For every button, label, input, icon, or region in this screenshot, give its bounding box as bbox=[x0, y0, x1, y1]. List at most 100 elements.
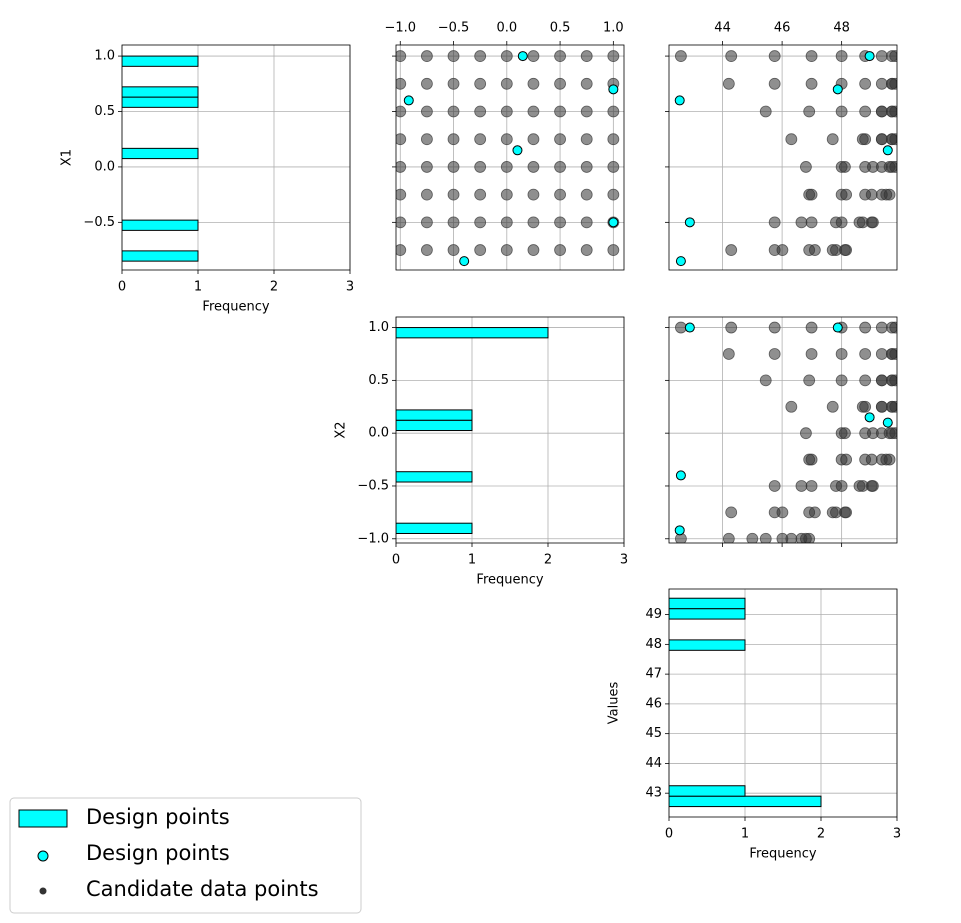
x-tick-label: 2 bbox=[817, 827, 825, 842]
candidate-point bbox=[835, 427, 848, 440]
candidate-point bbox=[859, 321, 872, 334]
x-tick-label: 1 bbox=[194, 280, 202, 295]
candidate-point bbox=[396, 77, 407, 90]
y-axis-label: Values bbox=[607, 682, 622, 725]
candidate-point bbox=[395, 272, 406, 283]
candidate-point bbox=[875, 188, 888, 201]
histogram-bar bbox=[122, 250, 199, 262]
candidate-point bbox=[580, 244, 593, 256]
candidate-point bbox=[581, 272, 592, 283]
candidate-point bbox=[474, 50, 487, 62]
candidate-point bbox=[420, 77, 433, 90]
candidate-point bbox=[420, 133, 433, 146]
x-axis-label: Frequency bbox=[202, 300, 269, 315]
candidate-point bbox=[554, 77, 566, 90]
design-point bbox=[512, 145, 523, 156]
candidate-point bbox=[500, 161, 513, 173]
design-point bbox=[864, 51, 875, 62]
x-tick-label: 0.0 bbox=[496, 21, 517, 36]
candidate-point bbox=[768, 50, 781, 62]
candidate-point bbox=[554, 216, 566, 229]
candidate-point bbox=[826, 506, 839, 519]
candidate-point bbox=[554, 244, 566, 256]
candidate-point bbox=[875, 77, 888, 90]
candidate-point bbox=[420, 188, 433, 201]
candidate-point bbox=[500, 216, 513, 229]
candidate-point bbox=[474, 188, 487, 201]
x-tick-label: 0 bbox=[392, 553, 400, 568]
x-tick-label: 1 bbox=[468, 553, 476, 568]
candidate-point bbox=[839, 506, 851, 519]
axes-frame bbox=[395, 44, 625, 271]
candidate-point bbox=[527, 50, 540, 62]
design-point bbox=[675, 470, 686, 481]
candidate-point bbox=[803, 105, 816, 118]
axes-frame bbox=[668, 316, 898, 544]
candidate-point bbox=[500, 105, 513, 118]
candidate-point bbox=[859, 374, 872, 387]
candidate-point bbox=[859, 453, 872, 466]
candidate-point bbox=[500, 133, 513, 146]
candidate-point bbox=[785, 133, 798, 146]
design-point bbox=[517, 51, 528, 62]
candidate-point bbox=[805, 321, 818, 334]
y-tick-label: −1.0 bbox=[357, 531, 389, 546]
x-tick-label: −0.5 bbox=[438, 21, 470, 36]
candidate-point bbox=[803, 374, 816, 387]
x-axis-label: Frequency bbox=[476, 573, 543, 588]
candidate-point bbox=[800, 272, 811, 283]
panel: −1.0 −0.5 0.0 0.5 1.0 0 1 2 3 Frequency X2 bbox=[334, 316, 628, 588]
candidate-point bbox=[527, 77, 540, 90]
candidate-point bbox=[835, 480, 848, 492]
candidate-point bbox=[803, 506, 816, 519]
plot-area bbox=[395, 50, 620, 283]
candidate-point bbox=[875, 133, 888, 146]
x-tick-label: 3 bbox=[893, 827, 901, 842]
y-tick-label: −0.5 bbox=[83, 215, 115, 230]
candidate-point bbox=[835, 216, 848, 229]
y-tick-label: 0.5 bbox=[94, 104, 115, 119]
candidate-point bbox=[886, 161, 897, 173]
histogram-bar bbox=[396, 409, 473, 421]
candidate-point bbox=[474, 161, 487, 173]
candidate-point bbox=[866, 216, 879, 229]
design-point bbox=[459, 256, 470, 267]
grid bbox=[668, 589, 898, 817]
candidate-point bbox=[886, 427, 897, 440]
plot-area bbox=[396, 327, 549, 534]
y-tick-label: 45 bbox=[645, 726, 662, 741]
axes-frame bbox=[121, 44, 351, 271]
candidate-point bbox=[768, 216, 781, 229]
candidate-point bbox=[768, 348, 781, 360]
candidate-point bbox=[447, 77, 460, 90]
y-tick-label: 0.0 bbox=[368, 426, 389, 441]
legend-label: Design points bbox=[86, 841, 230, 865]
candidate-point bbox=[859, 161, 872, 173]
design-point bbox=[608, 84, 619, 95]
candidate-point bbox=[768, 321, 781, 334]
candidate-point bbox=[746, 532, 759, 543]
candidate-point bbox=[795, 216, 808, 229]
candidate-point bbox=[759, 105, 772, 118]
design-point bbox=[684, 322, 695, 333]
candidate-point bbox=[875, 50, 888, 62]
histogram-bar bbox=[396, 471, 473, 483]
candidate-point bbox=[835, 374, 848, 387]
candidate-point bbox=[675, 50, 687, 62]
candidate-point bbox=[396, 105, 407, 118]
candidate-point bbox=[875, 105, 888, 118]
plot-area bbox=[674, 50, 897, 283]
y-tick-label: 48 bbox=[645, 637, 662, 652]
y-axis-label: X2 bbox=[334, 421, 349, 438]
candidate-point bbox=[795, 480, 808, 492]
candidate-point bbox=[607, 105, 620, 118]
candidate-point bbox=[875, 453, 888, 466]
candidate-point bbox=[785, 400, 798, 413]
candidate-point bbox=[420, 244, 433, 256]
candidate-point bbox=[805, 453, 818, 466]
candidate-point bbox=[580, 77, 593, 90]
design-point bbox=[832, 84, 843, 95]
histogram-bar bbox=[122, 96, 199, 108]
candidate-point bbox=[396, 50, 407, 62]
candidate-point bbox=[759, 374, 772, 387]
